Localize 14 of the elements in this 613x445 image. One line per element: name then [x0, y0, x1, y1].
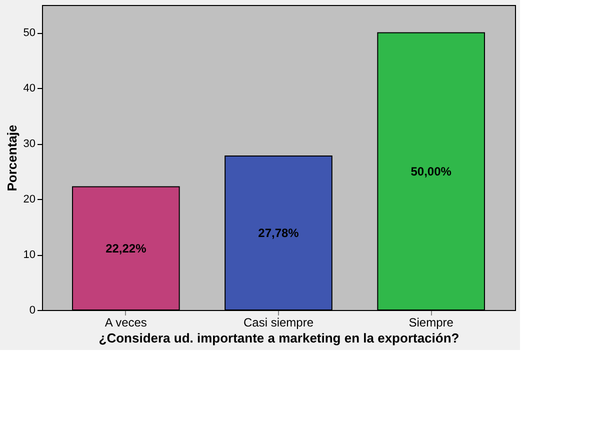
y-tick-label: 20: [23, 194, 36, 206]
data-label: 22,22%: [106, 241, 147, 256]
y-tick-label: 40: [23, 82, 36, 95]
x-tick-label: Casi siempre: [243, 316, 314, 330]
y-axis-title: Porcentaje: [4, 124, 20, 192]
y-tick-label: 50: [23, 27, 36, 40]
x-tick-label: A veces: [104, 316, 147, 330]
x-axis-title: ¿Considera ud. importante a marketing en la exportación?: [98, 330, 460, 346]
y-tick-label: 10: [23, 249, 36, 262]
y-tick-label: 30: [23, 138, 36, 150]
data-label: 50,00%: [410, 164, 452, 178]
x-tick-label: Siempre: [408, 316, 454, 330]
y-tick-label: 0: [29, 304, 36, 316]
data-label: 27,78%: [258, 226, 300, 240]
